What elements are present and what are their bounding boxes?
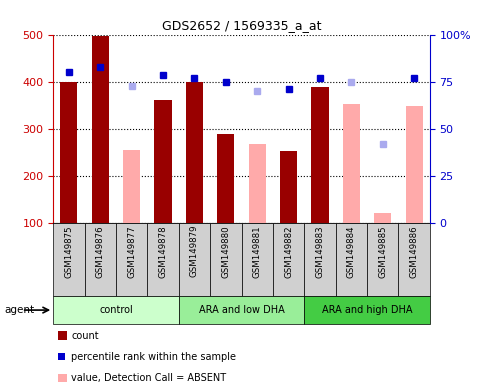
Bar bbox=[406, 106, 423, 223]
Bar bbox=[85, 223, 116, 296]
Bar bbox=[367, 223, 398, 296]
Bar bbox=[147, 223, 179, 296]
Bar bbox=[53, 223, 85, 296]
Text: GSM149885: GSM149885 bbox=[378, 225, 387, 278]
Bar bbox=[179, 223, 210, 296]
Bar bbox=[217, 134, 234, 223]
Bar bbox=[179, 296, 304, 324]
Text: GSM149884: GSM149884 bbox=[347, 225, 356, 278]
Text: control: control bbox=[99, 305, 133, 315]
Text: GSM149882: GSM149882 bbox=[284, 225, 293, 278]
Bar bbox=[60, 82, 77, 223]
Text: GSM149876: GSM149876 bbox=[96, 225, 105, 278]
Bar bbox=[242, 223, 273, 296]
Bar bbox=[116, 223, 147, 296]
Bar bbox=[312, 87, 328, 223]
Bar bbox=[343, 104, 360, 223]
Bar bbox=[53, 296, 179, 324]
Bar bbox=[210, 223, 242, 296]
Text: ARA and high DHA: ARA and high DHA bbox=[322, 305, 412, 315]
Text: GSM149875: GSM149875 bbox=[64, 225, 73, 278]
Bar bbox=[280, 151, 297, 223]
Bar bbox=[304, 296, 430, 324]
Text: agent: agent bbox=[5, 305, 35, 315]
Bar bbox=[304, 223, 336, 296]
Text: GSM149880: GSM149880 bbox=[221, 225, 230, 278]
Bar bbox=[92, 36, 109, 223]
Title: GDS2652 / 1569335_a_at: GDS2652 / 1569335_a_at bbox=[162, 19, 321, 32]
Bar bbox=[336, 223, 367, 296]
Text: GSM149878: GSM149878 bbox=[158, 225, 168, 278]
Text: GSM149883: GSM149883 bbox=[315, 225, 325, 278]
Bar bbox=[374, 214, 391, 223]
Bar bbox=[123, 150, 140, 223]
Text: GSM149881: GSM149881 bbox=[253, 225, 262, 278]
Text: percentile rank within the sample: percentile rank within the sample bbox=[71, 352, 237, 362]
Bar bbox=[155, 101, 171, 223]
Bar bbox=[186, 82, 203, 223]
Text: GSM149886: GSM149886 bbox=[410, 225, 419, 278]
Bar bbox=[249, 144, 266, 223]
Text: value, Detection Call = ABSENT: value, Detection Call = ABSENT bbox=[71, 373, 227, 383]
Text: GSM149879: GSM149879 bbox=[190, 225, 199, 277]
Bar bbox=[398, 223, 430, 296]
Bar bbox=[273, 223, 304, 296]
Text: ARA and low DHA: ARA and low DHA bbox=[199, 305, 284, 315]
Text: count: count bbox=[71, 331, 99, 341]
Text: GSM149877: GSM149877 bbox=[127, 225, 136, 278]
